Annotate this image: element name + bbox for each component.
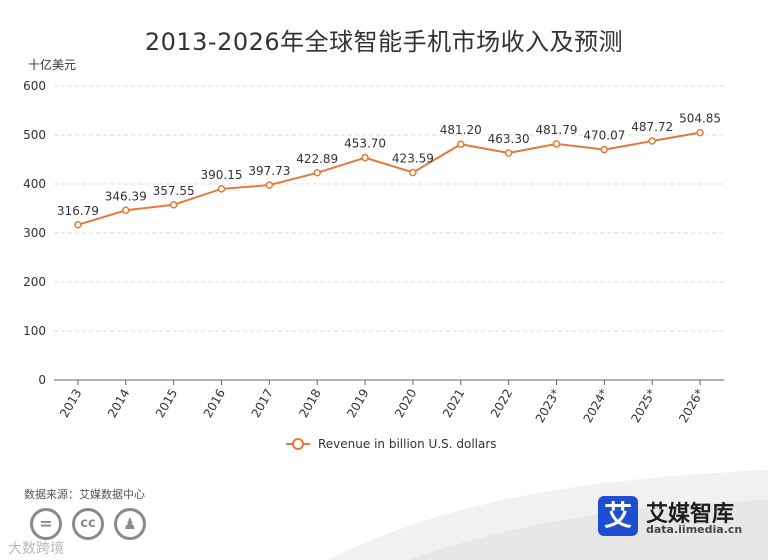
data-label: 316.79	[57, 204, 99, 218]
equals-icon: =	[30, 508, 62, 540]
y-tick-label: 500	[23, 128, 46, 142]
brand-url: data.iimedia.cn	[646, 523, 743, 536]
brand-name: 艾媒智库	[646, 502, 735, 527]
x-tick-label: 2026*	[676, 387, 706, 426]
brand-logo-icon: 艾	[598, 496, 638, 536]
y-tick-label: 600	[23, 79, 46, 93]
data-point	[600, 145, 609, 154]
data-point	[504, 149, 513, 157]
y-tick-label: 200	[23, 275, 46, 289]
x-tick-label: 2024*	[581, 387, 611, 426]
series-line	[77, 131, 701, 226]
legend-marker	[292, 438, 304, 450]
data-point	[265, 181, 274, 189]
x-tick-label: 2016	[201, 387, 228, 420]
chart-title: 2013-2026年全球智能手机市场收入及预测	[144, 28, 624, 56]
x-tick-label: 2013	[57, 387, 84, 420]
y-tick-label: 400	[23, 177, 46, 191]
line-chart: 0 100 200 300 400 500 600 2013 2014 2015 2016 2017 2…	[23, 79, 724, 451]
data-label: 346.39	[105, 189, 147, 203]
data-label: 481.79	[536, 123, 578, 137]
data-point	[313, 169, 321, 177]
data-label: 463.30	[488, 132, 530, 146]
x-tick-label: 2014	[105, 387, 132, 420]
data-point	[169, 201, 178, 209]
cc-icon: cc	[72, 508, 104, 540]
data-point	[409, 168, 417, 177]
data-point	[74, 221, 82, 229]
data-point	[696, 128, 704, 137]
data-point	[122, 206, 130, 215]
x-tick-label: 2015	[153, 387, 180, 420]
x-tick-label: 2021	[440, 387, 467, 420]
brand-wave-decoration	[328, 470, 768, 560]
x-tick-label: 2025*	[628, 387, 658, 426]
x-tick-label: 2020	[392, 387, 419, 420]
legend-label: Revenue in billion U.S. dollars	[318, 437, 497, 451]
data-source: 数据来源：艾媒数据中心	[24, 488, 145, 501]
y-tick-label: 100	[23, 324, 46, 338]
data-point	[457, 140, 465, 148]
data-label: 423.59	[392, 151, 434, 165]
x-tick-label: 2018	[296, 387, 323, 420]
data-point	[217, 185, 226, 193]
data-label: 390.15	[201, 168, 243, 182]
data-label: 397.73	[248, 164, 290, 178]
data-label: 422.89	[296, 152, 338, 166]
data-label: 357.55	[153, 184, 195, 198]
data-point	[361, 153, 369, 162]
data-point	[552, 140, 561, 148]
data-label: 470.07	[583, 129, 625, 143]
data-label: 481.20	[440, 123, 482, 137]
data-point	[648, 137, 656, 145]
data-label: 487.72	[631, 120, 673, 134]
x-tick-label: 2017	[249, 387, 276, 420]
y-tick-label: 300	[23, 226, 46, 240]
x-tick-label: 2019	[344, 387, 371, 420]
x-tick-label: 2023*	[533, 387, 563, 426]
person-icon: ♟	[114, 508, 146, 540]
y-tick-label: 0	[38, 373, 46, 387]
x-tick-label: 2022	[488, 387, 515, 420]
data-label: 504.85	[679, 112, 721, 126]
data-label: 453.70	[344, 137, 386, 151]
watermark-text: 大数跨境	[8, 541, 64, 557]
y-axis-unit: 十亿美元	[28, 58, 77, 72]
